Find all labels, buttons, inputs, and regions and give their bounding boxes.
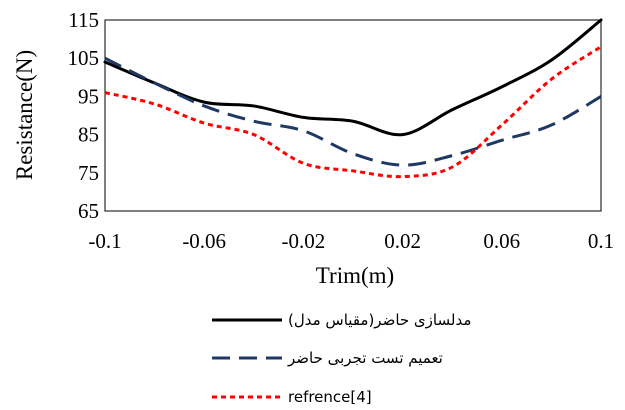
legend-label-1: مدلسازی حاضر(مقیاس مدل) — [288, 311, 471, 329]
y-tick-label: 115 — [68, 8, 99, 32]
y-tick-label: 95 — [78, 84, 99, 108]
x-axis-ticks: -0.1 -0.06 -0.02 0.02 0.06 0.1 — [88, 229, 614, 253]
legend: مدلسازی حاضر(مقیاس مدل) تعمیم تست تجربی ح… — [212, 311, 471, 406]
x-tick-label: 0.1 — [588, 229, 614, 253]
y-tick-label: 75 — [78, 161, 99, 185]
y-axis-title: Resistance(N) — [12, 50, 37, 180]
x-tick-label: 0.06 — [483, 229, 520, 253]
series-line-1 — [103, 18, 603, 137]
plot-area — [104, 19, 602, 212]
y-tick-label: 65 — [78, 199, 99, 223]
x-tick-label: -0.06 — [182, 229, 226, 253]
series-line-2 — [104, 56, 602, 167]
x-tick-label: -0.1 — [88, 229, 121, 253]
x-tick-label: -0.02 — [282, 229, 326, 253]
y-axis-ticks: 65 75 85 95 105 115 — [68, 8, 100, 223]
y-tick-label: 105 — [68, 46, 100, 70]
x-tick-label: 0.02 — [384, 229, 421, 253]
x-axis-title: Trim(m) — [316, 263, 394, 288]
plot-frame — [104, 19, 602, 212]
y-tick-label: 85 — [78, 123, 99, 147]
series-line-3 — [104, 45, 602, 179]
legend-label-2: تعمیم تست تجربی حاضر — [287, 349, 443, 367]
series-lines — [103, 18, 603, 179]
legend-label-3: refrence[4] — [288, 388, 372, 406]
